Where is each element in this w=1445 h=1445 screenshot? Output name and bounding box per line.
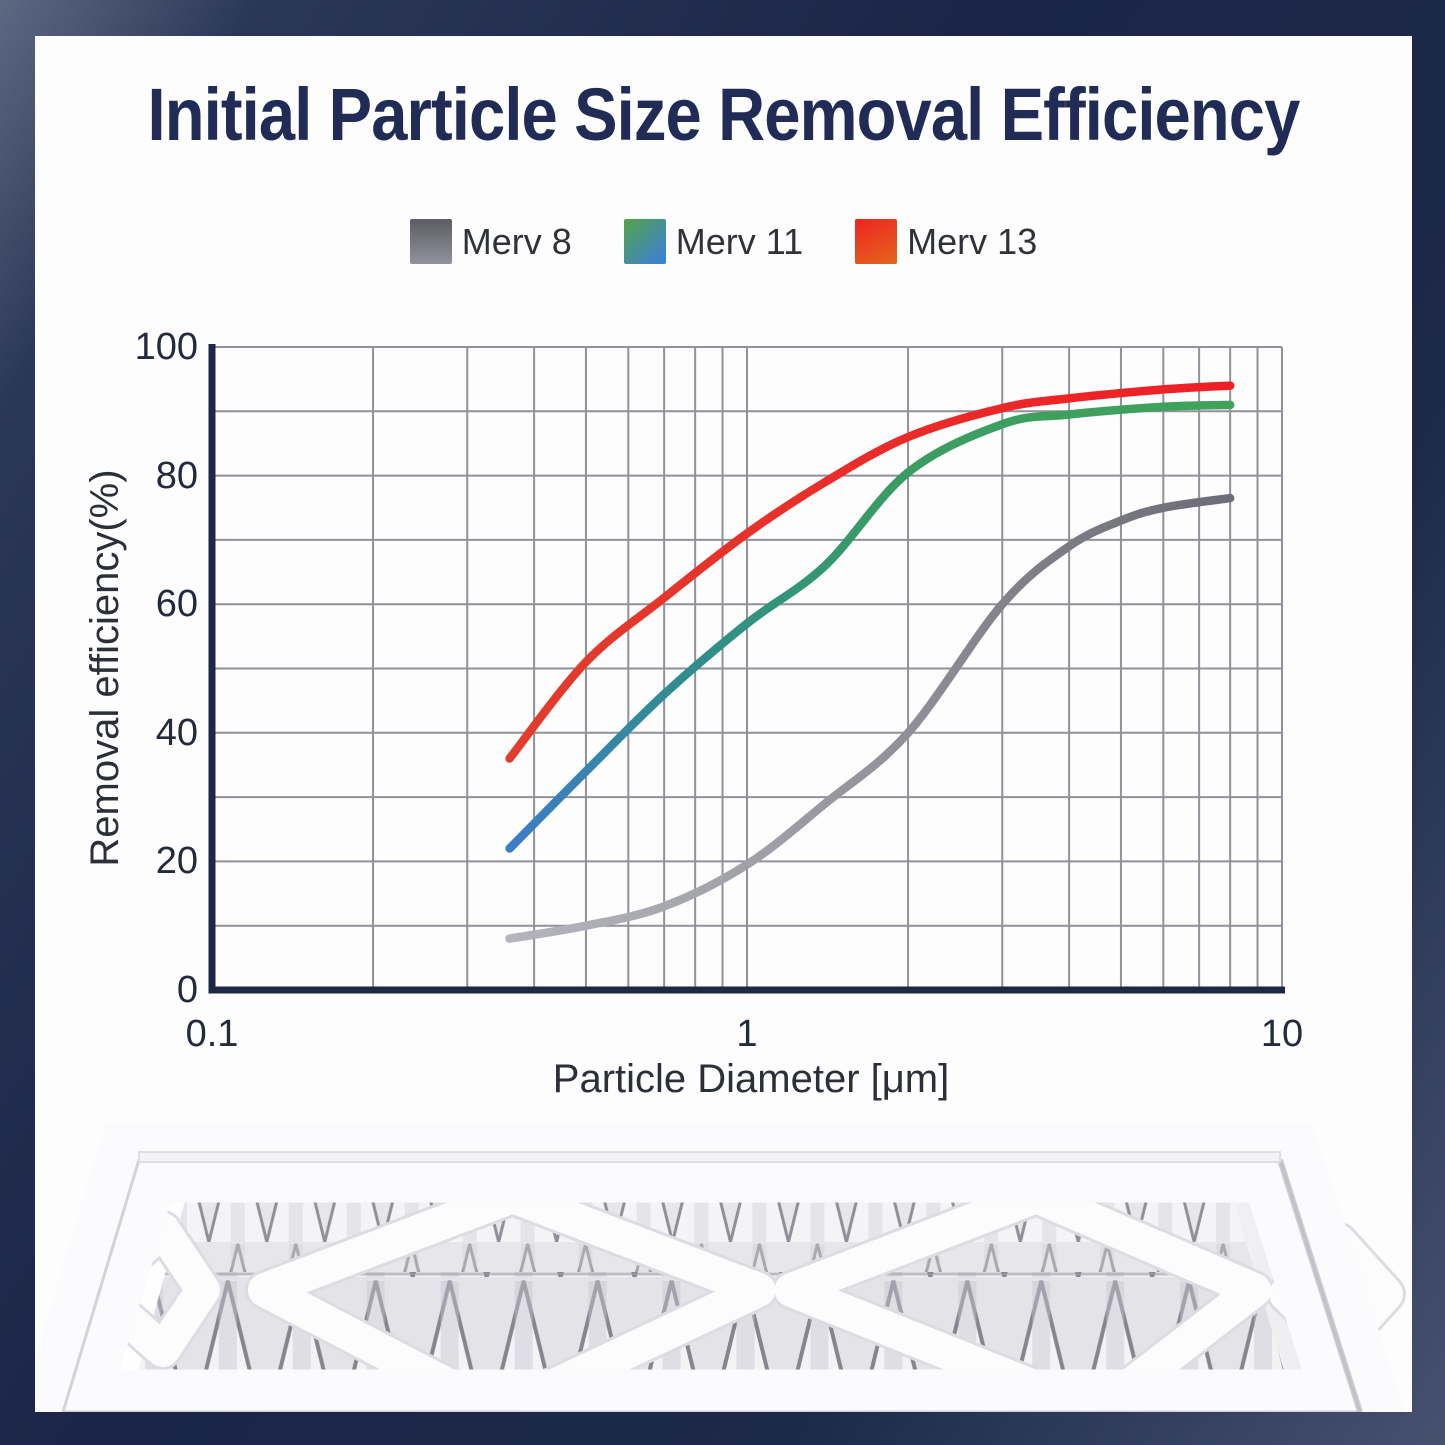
x-tick-label: 0.1 [185, 1013, 239, 1055]
merv8-color-swatch-icon [409, 219, 452, 264]
curve-merv8 [505, 493, 1235, 943]
filter-edge-shadow [1277, 1159, 1363, 1412]
legend: Merv 8 Merv 11 Merv 13 [35, 219, 1412, 264]
legend-label-merv11: Merv 11 [675, 220, 804, 262]
legend-label-merv8: Merv 8 [461, 220, 572, 262]
legend-item-merv8: Merv 8 [409, 219, 572, 264]
y-tick-label: 40 [155, 711, 198, 754]
y-tick-label: 60 [155, 583, 198, 626]
y-axis-title: Removal efficiency(%) [83, 469, 127, 867]
x-axis-title: Particle Diameter [μm] [552, 1057, 950, 1101]
chart-curves [505, 381, 1235, 943]
y-tick-label: 20 [155, 840, 198, 883]
y-axis-tick-labels: 0 20 40 60 80 100 [35, 36, 198, 1412]
legend-label-merv13: Merv 13 [907, 220, 1038, 262]
x-tick-label: 10 [1260, 1013, 1304, 1055]
chart-axes [208, 344, 1285, 994]
filter-top-lip [137, 1151, 1282, 1163]
x-axis-tick-labels: 0.1 1 10 [35, 36, 1412, 1412]
air-filter-illustration [35, 1122, 1407, 1412]
legend-item-merv11: Merv 11 [623, 219, 804, 264]
merv11-color-swatch-icon [623, 219, 666, 264]
legend-item-merv13: Merv 13 [855, 219, 1037, 264]
y-tick-label: 80 [155, 454, 198, 497]
curve-merv13 [505, 381, 1235, 763]
page-title: Initial Particle Size Removal Efficiency [35, 73, 1412, 156]
page-title-text: Initial Particle Size Removal Efficiency [147, 73, 1301, 156]
y-tick-label: 0 [176, 969, 198, 1011]
curve-merv11 [505, 400, 1235, 853]
y-tick-label: 100 [134, 326, 198, 368]
merv13-color-swatch-icon [855, 219, 898, 264]
efficiency-chart [208, 344, 1285, 994]
x-tick-label: 1 [736, 1013, 758, 1055]
card: Initial Particle Size Removal Efficiency… [35, 36, 1412, 1412]
